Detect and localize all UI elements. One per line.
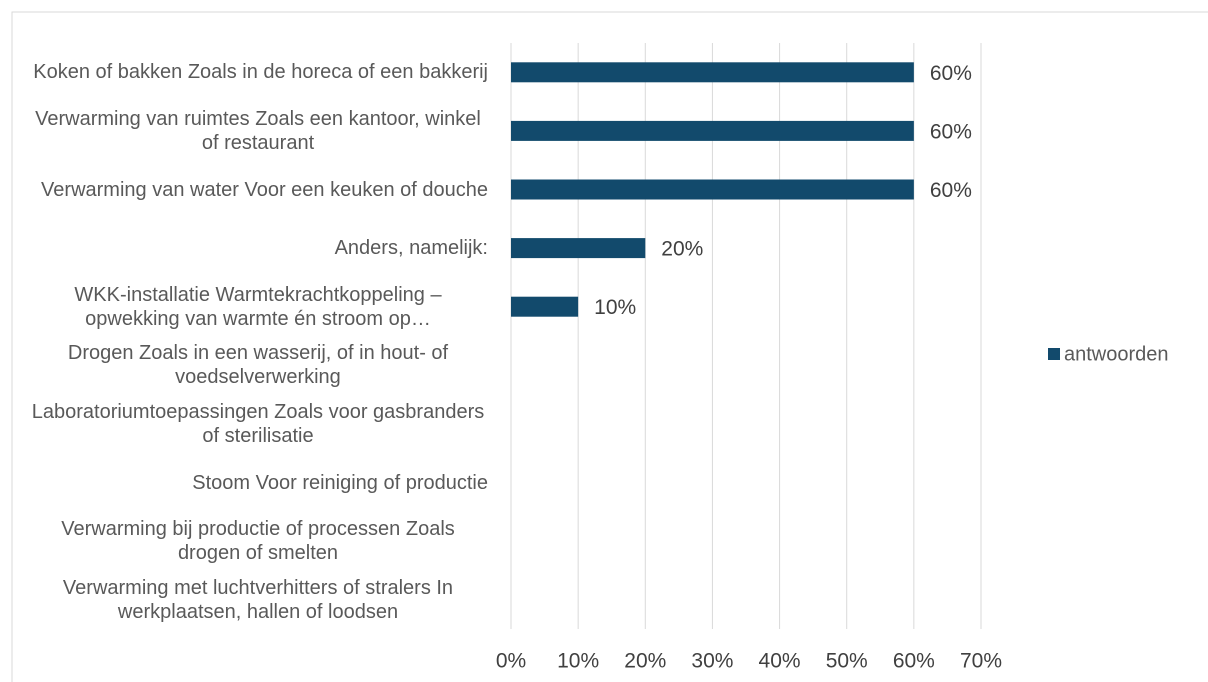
x-tick-label: 50% xyxy=(826,650,868,673)
x-tick-label: 10% xyxy=(557,650,599,673)
y-tick-label: Stoom Voor reiniging of productie xyxy=(192,471,488,494)
data-label: 20% xyxy=(661,238,703,261)
x-tick-label: 20% xyxy=(624,650,666,673)
data-label: 10% xyxy=(594,296,636,319)
bar xyxy=(511,238,646,259)
x-tick-label: 60% xyxy=(893,650,935,673)
legend-label: antwoorden xyxy=(1064,343,1169,365)
y-tick-label: Verwarming van ruimtes Zoals een kantoor… xyxy=(35,107,481,154)
bar xyxy=(511,296,579,317)
x-tick-label: 30% xyxy=(691,650,733,673)
y-tick-label: Anders, namelijk: xyxy=(334,237,488,260)
y-tick-label: Verwarming van water Voor een keuken of … xyxy=(41,178,488,201)
data-label: 60% xyxy=(930,120,972,143)
bar xyxy=(511,120,914,141)
legend-swatch xyxy=(1048,348,1060,360)
chart-border xyxy=(11,11,1208,682)
y-tick-label: Drogen Zoals in een wasserij, of in hout… xyxy=(67,342,449,389)
x-tick-label: 70% xyxy=(960,650,1002,673)
y-tick-label: Verwarming met luchtverhitters of strale… xyxy=(62,576,454,623)
data-label: 60% xyxy=(930,62,972,85)
y-tick-label: Laboratoriumtoepassingen Zoals voor gasb… xyxy=(31,400,485,447)
x-tick-label: 40% xyxy=(759,650,801,673)
y-tick-label: Koken of bakken Zoals in de horeca of ee… xyxy=(33,61,488,84)
bar xyxy=(511,62,914,83)
y-tick-label: WKK-installatie Warmtekrachtkoppeling – … xyxy=(74,283,442,330)
y-tick-label: Verwarming bij productie of processen Zo… xyxy=(61,518,455,565)
bar xyxy=(511,179,914,200)
data-label: 60% xyxy=(930,179,972,202)
x-tick-label: 0% xyxy=(496,650,526,673)
